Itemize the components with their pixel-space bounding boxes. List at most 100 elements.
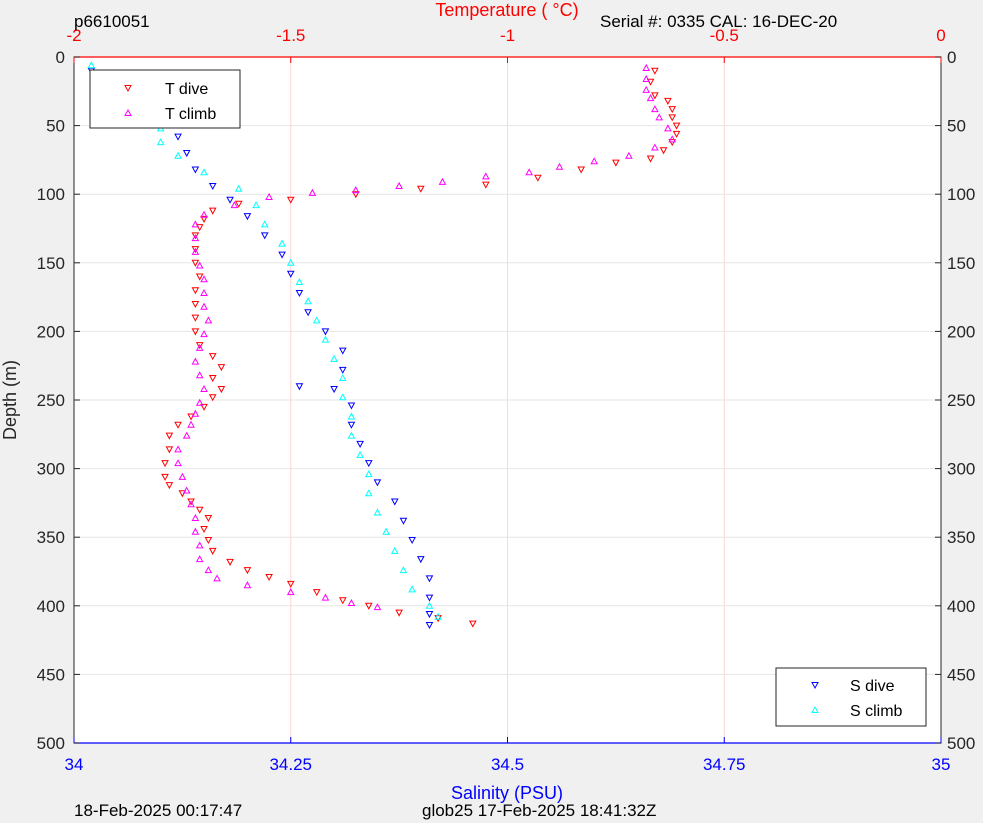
s-dive-point: [182, 150, 191, 158]
t-climb-point: [195, 371, 204, 379]
legend-marker-s-climb: [811, 705, 819, 713]
s-dive-point: [399, 517, 408, 525]
s-dive-point: [278, 251, 286, 259]
t-dive-point: [204, 536, 213, 544]
t-climb-point: [187, 500, 195, 508]
t-dive-point: [243, 567, 252, 575]
t-climb-point: [200, 210, 208, 218]
s-dive-point: [260, 232, 269, 240]
depth-tick-label-right: 500: [947, 734, 975, 753]
t-climb-point: [182, 486, 191, 494]
t-climb-point: [230, 201, 239, 209]
s-climb-point: [252, 201, 260, 209]
t-dive-point: [668, 114, 677, 122]
salinity-tick-label: 35: [932, 755, 951, 774]
t-climb-point: [204, 566, 213, 574]
profile-id: p6610051: [74, 12, 150, 31]
t-climb-point: [178, 472, 187, 480]
t-dive-point: [338, 597, 347, 605]
s-dive-point: [338, 347, 347, 355]
s-climb-point: [399, 566, 408, 574]
t-climb-point: [191, 220, 200, 228]
s-climb-point: [382, 527, 390, 535]
t-dive-point: [161, 460, 169, 468]
s-climb-point: [200, 168, 208, 176]
depth-tick-label-left: 350: [37, 528, 65, 547]
s-climb-point: [408, 585, 416, 593]
s-climb-point: [330, 354, 338, 362]
legend-label-s-climb: S climb: [850, 703, 903, 720]
t-dive-point: [217, 386, 226, 394]
t-dive-point: [165, 482, 174, 490]
s-climb-point: [260, 220, 269, 228]
t-climb-point: [642, 74, 651, 82]
t-climb-point: [200, 302, 208, 310]
depth-tick-label-left: 0: [56, 48, 65, 67]
t-dive-point: [286, 580, 295, 588]
s-dive-point: [243, 213, 252, 221]
t-dive-point: [208, 394, 217, 402]
s-dive-point: [425, 575, 434, 583]
t-climb-point: [481, 172, 490, 180]
serial-cal-label: Serial #: 0335 CAL: 16-DEC-20: [600, 12, 837, 31]
depth-tick-label-left: 500: [37, 734, 65, 753]
t-dive-point: [200, 215, 208, 223]
t-dive-point: [191, 328, 200, 336]
s-dive-point: [373, 479, 382, 487]
t-climb-point: [525, 168, 534, 176]
t-dive-point: [195, 506, 204, 514]
s-climb-point: [356, 450, 364, 458]
t-dive-point: [200, 525, 208, 534]
t-dive-point: [165, 432, 174, 440]
s-climb-point: [87, 61, 96, 69]
s-dive-point: [416, 556, 425, 564]
t-dive-point: [659, 147, 668, 155]
s-dive-point: [425, 594, 434, 602]
legend-marker-t-climb: [124, 108, 132, 116]
t-dive-point: [191, 300, 200, 309]
s-climb-point: [434, 612, 442, 620]
s-dive-point: [286, 270, 295, 278]
t-climb-point: [182, 431, 191, 439]
t-dive-point: [364, 602, 373, 610]
t-dive-point: [161, 473, 169, 481]
t-dive-point: [165, 446, 174, 454]
depth-tick-label-left: 450: [37, 665, 65, 684]
s-dive-point: [321, 328, 330, 336]
t-dive-point: [204, 514, 213, 523]
depth-tick-label-left: 200: [37, 322, 65, 341]
t-climb-point: [308, 188, 317, 196]
depth-tick-label-left: 50: [46, 117, 65, 136]
s-climb-point: [321, 335, 330, 343]
t-climb-point: [651, 143, 659, 151]
t-dive-point: [208, 375, 217, 383]
t-climb-point: [191, 234, 200, 242]
t-climb-point: [200, 384, 208, 393]
t-dive-point: [468, 620, 477, 628]
t-dive-point: [217, 364, 226, 372]
legend-salinity: S dive S climb: [775, 667, 927, 727]
s-climb-point: [347, 412, 356, 420]
s-dive-point: [408, 536, 416, 544]
t-climb-point: [646, 94, 655, 102]
s-climb-point: [338, 374, 347, 382]
depth-tick-label-left: 150: [37, 254, 65, 273]
t-climb-point: [642, 85, 651, 93]
t-dive-point: [265, 573, 273, 582]
t-dive-point: [481, 181, 490, 189]
footer-timestamp: 18-Feb-2025 00:17:47: [74, 801, 242, 820]
legend-markers-salinity: [811, 682, 819, 713]
legend-label-s-dive: S dive: [850, 678, 895, 695]
t-dive-point: [577, 166, 586, 174]
depth-tick-label-right: 400: [947, 597, 975, 616]
t-dive-point: [195, 273, 204, 281]
t-climb-point: [590, 157, 599, 165]
s-dive-point: [390, 498, 399, 506]
t-dive-point: [208, 207, 217, 215]
s-dive-point: [356, 440, 364, 448]
t-climb-point: [200, 330, 208, 338]
t-climb-point: [187, 420, 195, 428]
s-climb-point: [174, 151, 182, 159]
s-dive-point: [425, 611, 434, 619]
s-dive-point: [295, 289, 304, 298]
